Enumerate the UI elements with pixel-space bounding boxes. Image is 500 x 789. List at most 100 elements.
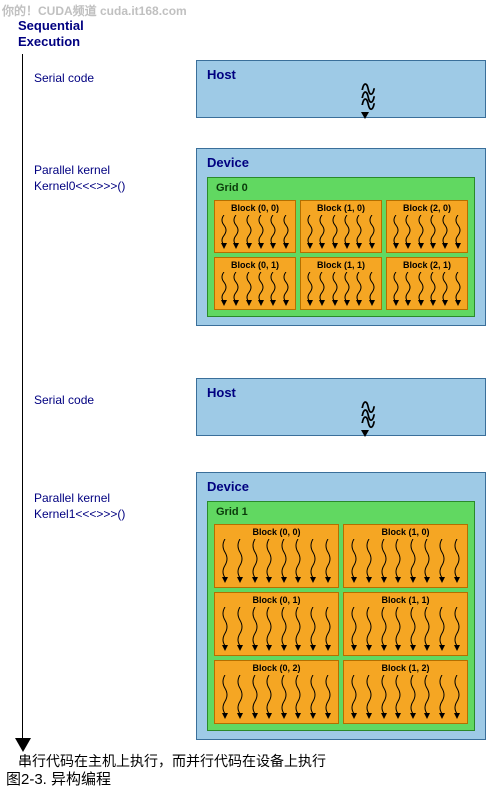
label-parallel-2: Parallel kernel Kernel1<<<>>>() xyxy=(34,490,125,522)
thread-icon xyxy=(321,607,334,652)
thread-icon xyxy=(330,215,340,249)
thread-icon xyxy=(248,675,261,720)
device-label-1: Device xyxy=(207,155,249,170)
thread-icon xyxy=(292,539,305,584)
thread-icon xyxy=(416,215,426,249)
thread-icon xyxy=(248,539,261,584)
thread-icon xyxy=(377,607,390,652)
thread-icon xyxy=(428,272,438,306)
thread-icon xyxy=(348,675,361,720)
block: Block (1, 1) xyxy=(300,257,382,310)
thread-group xyxy=(348,539,463,584)
sequential-execution-title: SequentialExecution xyxy=(18,18,188,49)
thread-icon xyxy=(391,215,401,249)
thread-icon xyxy=(307,607,320,652)
label-parallel2-l2: Kernel1<<<>>>() xyxy=(34,507,125,521)
grid-0-label: Grid 0 xyxy=(216,182,248,194)
thread-group xyxy=(348,607,463,652)
device-box-1: Device Grid 0 Block (0, 0)Block (1, 0)Bl… xyxy=(196,148,486,326)
thread-icon xyxy=(278,607,291,652)
block: Block (2, 1) xyxy=(386,257,468,310)
grid-1-blocks: Block (0, 0) Block (1, 0) Block (0, 1) Bloc… xyxy=(214,524,468,724)
host-label-1: Host xyxy=(207,67,236,82)
thread-icon xyxy=(219,272,229,306)
thread-icon xyxy=(354,272,364,306)
thread-group xyxy=(305,215,377,249)
thread-icon xyxy=(263,607,276,652)
thread-icon xyxy=(281,272,291,306)
thread-icon xyxy=(234,607,247,652)
thread-icon xyxy=(391,272,401,306)
label-parallel1-l1: Parallel kernel xyxy=(34,163,110,177)
thread-group xyxy=(219,539,334,584)
block-label: Block (0, 1) xyxy=(215,258,295,270)
host-box-1: Host ∿∿∿ xyxy=(196,60,486,118)
device-box-2: Device Grid 1 Block (0, 0)Block (1, 0)Bl… xyxy=(196,472,486,740)
thread-icon xyxy=(453,215,463,249)
block: Block (0, 1) xyxy=(214,257,296,310)
thread-icon xyxy=(263,539,276,584)
thread-icon xyxy=(268,215,278,249)
thread-icon xyxy=(348,607,361,652)
block: Block (1, 0) xyxy=(343,524,468,588)
thread-icon xyxy=(436,539,449,584)
thread-icon xyxy=(263,675,276,720)
thread-icon xyxy=(436,675,449,720)
block: Block (0, 2) xyxy=(214,660,339,724)
thread-icon xyxy=(392,675,405,720)
block-label: Block (2, 0) xyxy=(387,201,467,213)
thread-icon xyxy=(354,215,364,249)
thread-icon xyxy=(219,675,232,720)
thread-icon xyxy=(416,272,426,306)
block-label: Block (0, 1) xyxy=(215,593,338,605)
thread-icon xyxy=(407,539,420,584)
thread-icon xyxy=(234,539,247,584)
thread-icon xyxy=(403,272,413,306)
thread-icon xyxy=(428,215,438,249)
thread-icon xyxy=(244,215,254,249)
block-label: Block (1, 1) xyxy=(344,593,467,605)
grid-0-blocks: Block (0, 0) Block (1, 0) Block (2, 0) Bloc… xyxy=(214,200,468,310)
thread-icon xyxy=(231,272,241,306)
block: Block (1, 0) xyxy=(300,200,382,253)
thread-icon xyxy=(407,675,420,720)
caption-figure: 图2-3. 异构编程 xyxy=(6,768,111,789)
block: Block (1, 1) xyxy=(343,592,468,656)
thread-icon xyxy=(440,215,450,249)
thread-icon xyxy=(440,272,450,306)
grid-0: Grid 0 Block (0, 0) Block (1, 0) Block (2,… xyxy=(207,177,475,317)
thread-icon xyxy=(244,272,254,306)
grid-1: Grid 1 Block (0, 0)Block (1, 0)Block (0,… xyxy=(207,501,475,731)
thread-icon xyxy=(234,675,247,720)
block: Block (0, 1) xyxy=(214,592,339,656)
timeline-arrow-head xyxy=(15,738,31,752)
thread-icon xyxy=(321,675,334,720)
diagram-root: 你的！CUDA频道 cuda.it168.com SequentialExecu… xyxy=(0,0,500,784)
thread-icon xyxy=(363,539,376,584)
host-label-2: Host xyxy=(207,385,236,400)
thread-icon xyxy=(377,675,390,720)
thread-icon xyxy=(453,272,463,306)
thread-icon xyxy=(256,272,266,306)
block-label: Block (1, 0) xyxy=(344,525,467,537)
thread-icon xyxy=(278,539,291,584)
thread-squiggle-1: ∿∿∿ xyxy=(359,85,377,119)
block: Block (1, 2) xyxy=(343,660,468,724)
thread-icon xyxy=(330,272,340,306)
block-label: Block (0, 0) xyxy=(215,525,338,537)
thread-icon xyxy=(278,675,291,720)
thread-group xyxy=(219,272,291,306)
block: Block (2, 0) xyxy=(386,200,468,253)
label-serial-1: Serial code xyxy=(34,70,94,86)
thread-icon xyxy=(377,539,390,584)
timeline-arrow-line xyxy=(22,54,23,740)
block-label: Block (1, 0) xyxy=(301,201,381,213)
block-label: Block (2, 1) xyxy=(387,258,467,270)
block: Block (0, 0) xyxy=(214,524,339,588)
thread-icon xyxy=(392,607,405,652)
thread-icon xyxy=(321,539,334,584)
grid-1-label: Grid 1 xyxy=(216,506,248,518)
thread-icon xyxy=(268,272,278,306)
thread-icon xyxy=(450,607,463,652)
block-label: Block (0, 0) xyxy=(215,201,295,213)
